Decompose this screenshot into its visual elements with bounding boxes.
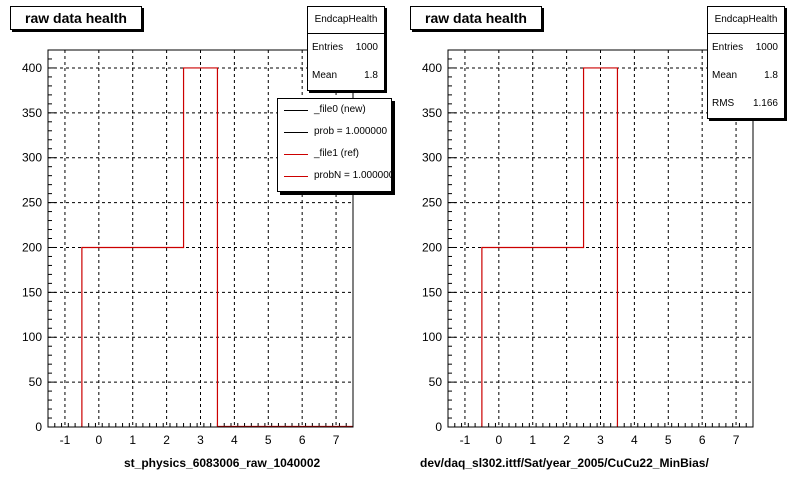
stats-box-name: EndcapHealth (308, 7, 384, 34)
y-tick-label: 300 (22, 151, 42, 165)
y-tick-label: 300 (422, 151, 442, 165)
x-tick-label: 0 (95, 433, 102, 447)
legend-swatch (284, 132, 308, 133)
x-axis-label: st_physics_6083006_raw_1040002 (124, 456, 321, 470)
stats-value: 1.8 (364, 70, 378, 81)
legend-entry: _file1 (ref) (278, 143, 391, 165)
stats-row-entries: Entries 1000 (708, 34, 784, 62)
y-tick-label: 400 (422, 61, 442, 75)
stats-value: 1.8 (764, 70, 778, 81)
legend-entry: probN = 1.000000 (278, 165, 391, 187)
x-axis-label: dev/daq_sl302.ittf/Sat/year_2005/CuCu22_… (420, 456, 709, 470)
stats-key: Mean (312, 70, 338, 81)
legend-entry: _file0 (new) (278, 99, 391, 121)
stats-box[interactable]: EndcapHealth Entries 1000 Mean 1.8 (307, 6, 385, 91)
stats-row-mean: Mean 1.8 (708, 62, 784, 90)
x-tick-label: 6 (299, 433, 306, 447)
stats-box-name: EndcapHealth (708, 7, 784, 34)
legend-entry: prob = 1.000000 (278, 121, 391, 143)
x-tick-label: 3 (597, 433, 604, 447)
stats-value: 1.166 (752, 98, 778, 109)
y-tick-label: 150 (22, 285, 42, 299)
x-tick-label: -1 (460, 433, 471, 447)
y-tick-label: 50 (29, 375, 43, 389)
y-tick-label: 200 (422, 240, 442, 254)
histogram-series-line (81, 67, 219, 427)
stats-row-mean: Mean 1.8 (308, 62, 384, 90)
y-tick-label: 0 (35, 420, 42, 434)
x-tick-label: 7 (733, 433, 740, 447)
stats-row-rms: RMS 1.166 (708, 90, 784, 118)
histogram-pad-left: 0 50 100 150 200 250 300 350 400 -1 0 1 2 3 4 5 6 7 raw d… (10, 6, 392, 470)
x-tick-label: -1 (60, 433, 71, 447)
y-tick-label: 200 (22, 240, 42, 254)
plot-title[interactable]: raw data health (10, 6, 142, 30)
x-tick-label: 1 (129, 433, 136, 447)
x-tick-label: 1 (529, 433, 536, 447)
x-tick-label: 3 (197, 433, 204, 447)
y-tick-label: 400 (22, 61, 42, 75)
legend-swatch (284, 110, 308, 111)
y-tick-label: 0 (435, 420, 442, 434)
y-tick-label: 100 (422, 330, 442, 344)
stats-key: Entries (312, 42, 344, 53)
stats-key: Entries (712, 42, 744, 53)
x-tick-label: 6 (699, 433, 706, 447)
legend-label: probN = 1.000000 (314, 170, 392, 181)
legend-label: _file0 (new) (314, 104, 366, 115)
stats-row-entries: Entries 1000 (308, 34, 384, 62)
x-tick-label: 4 (631, 433, 638, 447)
stats-box[interactable]: EndcapHealth Entries 1000 Mean 1.8 RMS 1… (707, 6, 785, 119)
x-tick-label: 7 (333, 433, 340, 447)
plot-title[interactable]: raw data health (410, 6, 542, 30)
stats-value: 1000 (755, 42, 778, 53)
y-tick-label: 50 (429, 375, 443, 389)
y-tick-label: 350 (22, 106, 42, 120)
x-tick-label: 5 (665, 433, 672, 447)
x-tick-label: 2 (563, 433, 570, 447)
legend-label: prob = 1.000000 (314, 126, 388, 137)
y-tick-label: 150 (422, 285, 442, 299)
plot-frame (47, 49, 354, 428)
x-tick-label: 2 (163, 433, 170, 447)
histogram-series-line (481, 67, 619, 427)
histogram-plot-right: 0 50 100 150 200 250 300 350 400 -1 0 1 2 3 4 5 6 7 (422, 49, 754, 447)
y-tick-label: 100 (22, 330, 42, 344)
x-tick-label: 5 (265, 433, 272, 447)
y-tick-label: 250 (22, 196, 42, 210)
x-tick-label: 0 (495, 433, 502, 447)
stats-key: Mean (712, 70, 738, 81)
x-tick-label: 4 (231, 433, 238, 447)
legend-swatch (284, 154, 308, 155)
histogram-pad-right: 0 50 100 150 200 250 300 350 400 -1 0 1 2 3 4 5 6 7 raw d… (400, 0, 800, 480)
legend-label: _file1 (ref) (314, 148, 360, 159)
stats-value: 1000 (355, 42, 378, 53)
legend[interactable]: _file0 (new) prob = 1.000000 _file1 (ref… (277, 98, 392, 192)
y-tick-label: 250 (422, 196, 442, 210)
y-tick-label: 350 (422, 106, 442, 120)
plot-frame (447, 49, 754, 428)
legend-swatch (284, 176, 308, 177)
stats-key: RMS (712, 98, 735, 109)
histogram-plot-left: 0 50 100 150 200 250 300 350 400 -1 0 1 2 3 4 5 6 7 (22, 49, 354, 447)
